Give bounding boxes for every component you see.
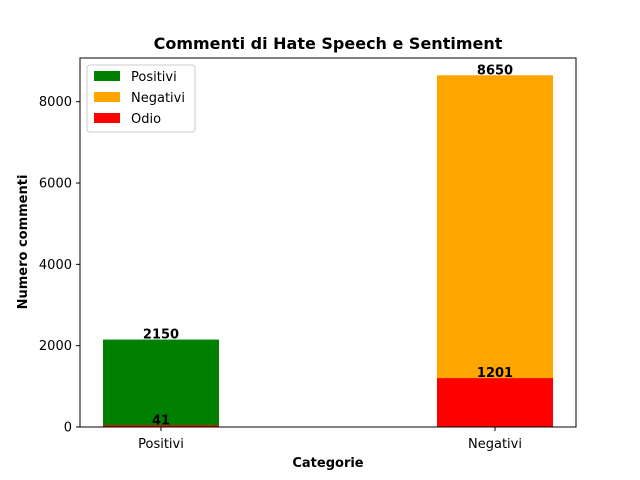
y-tick-label: 2000 <box>39 339 72 354</box>
bar-odio-positivi <box>103 425 219 427</box>
x-axis-label: Categorie <box>292 456 363 471</box>
y-axis: 0 2000 4000 6000 8000 <box>39 95 80 436</box>
y-tick-label: 8000 <box>39 95 72 110</box>
y-axis-label: Numero commenti <box>16 175 31 310</box>
data-label-negativi-negativi: 8650 <box>477 63 513 78</box>
bar-negativi-negativi <box>437 75 553 427</box>
data-labels-layer: 2150 41 8650 1201 <box>143 63 513 428</box>
legend-label-odio: Odio <box>131 112 161 127</box>
y-tick-label: 0 <box>64 421 72 436</box>
x-tick-label-negativi: Negativi <box>468 437 522 452</box>
bar-positivi-positivi <box>103 339 219 427</box>
x-axis: Positivi Negativi <box>138 427 522 452</box>
legend: Positivi Negativi Odio <box>86 64 196 133</box>
plot-frame <box>79 57 577 428</box>
y-tick-label: 6000 <box>39 177 72 192</box>
bars-layer <box>103 75 553 427</box>
bar-odio-negativi <box>437 378 553 427</box>
data-label-odio-positivi: 41 <box>152 413 170 428</box>
y-tick-label: 4000 <box>39 258 72 273</box>
chart-title: Commenti di Hate Speech e Sentiment <box>154 34 503 53</box>
legend-swatch-odio <box>94 113 120 123</box>
legend-label-positivi: Positivi <box>131 70 177 85</box>
legend-label-negativi: Negativi <box>131 91 185 106</box>
x-tick-label-positivi: Positivi <box>138 437 184 452</box>
data-label-positivi-positivi: 2150 <box>143 328 179 343</box>
data-label-odio-negativi: 1201 <box>477 366 513 381</box>
legend-swatch-negativi <box>94 92 120 102</box>
legend-swatch-positivi <box>94 71 120 81</box>
